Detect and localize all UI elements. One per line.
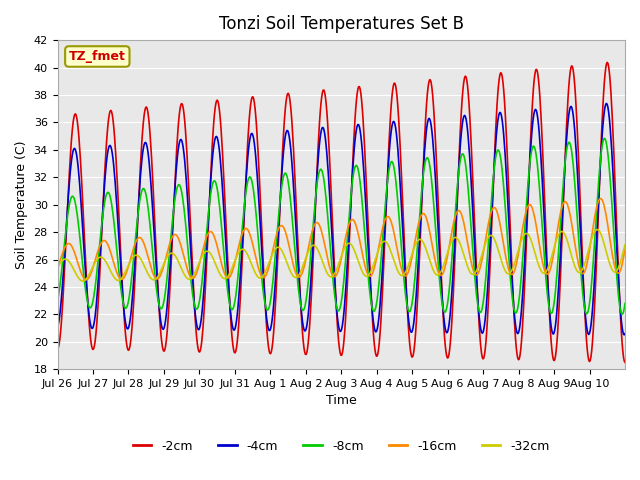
-4cm xyxy=(54,324,61,330)
-8cm xyxy=(120,303,128,309)
Line: -8cm: -8cm xyxy=(58,138,625,314)
-16cm xyxy=(54,266,61,272)
-32cm xyxy=(433,272,440,277)
Y-axis label: Soil Temperature (C): Soil Temperature (C) xyxy=(15,141,28,269)
-4cm xyxy=(603,100,611,106)
-4cm xyxy=(274,234,282,240)
-2cm xyxy=(400,228,408,233)
-32cm xyxy=(275,244,283,250)
-32cm xyxy=(593,227,601,232)
-16cm xyxy=(275,226,283,231)
-32cm xyxy=(121,270,129,276)
-2cm xyxy=(120,313,128,319)
-16cm xyxy=(83,277,90,283)
-4cm xyxy=(432,179,440,185)
-32cm xyxy=(253,273,261,279)
-2cm xyxy=(54,346,61,351)
-8cm xyxy=(253,216,260,222)
-2cm xyxy=(225,276,232,282)
-8cm xyxy=(621,300,629,306)
-2cm xyxy=(604,60,611,65)
-16cm xyxy=(433,263,440,269)
Text: TZ_fmet: TZ_fmet xyxy=(69,50,125,63)
-32cm xyxy=(401,271,408,277)
-16cm xyxy=(401,273,408,278)
X-axis label: Time: Time xyxy=(326,395,356,408)
Line: -2cm: -2cm xyxy=(58,62,625,362)
-16cm xyxy=(621,246,629,252)
-16cm xyxy=(253,261,261,266)
-8cm xyxy=(225,294,232,300)
-4cm xyxy=(253,164,260,169)
-4cm xyxy=(400,248,408,253)
-2cm xyxy=(253,124,260,130)
-32cm xyxy=(79,278,86,284)
-8cm xyxy=(600,135,608,141)
-8cm xyxy=(54,298,61,304)
-16cm xyxy=(596,196,604,202)
-2cm xyxy=(621,360,629,365)
-32cm xyxy=(621,242,629,248)
Line: -16cm: -16cm xyxy=(58,199,625,280)
-16cm xyxy=(121,273,129,279)
-2cm xyxy=(432,141,440,146)
-8cm xyxy=(274,220,282,226)
Title: Tonzi Soil Temperatures Set B: Tonzi Soil Temperatures Set B xyxy=(219,15,464,33)
-8cm xyxy=(400,275,408,280)
Legend: -2cm, -4cm, -8cm, -16cm, -32cm: -2cm, -4cm, -8cm, -16cm, -32cm xyxy=(128,435,555,458)
-32cm xyxy=(54,265,61,271)
-8cm xyxy=(432,226,440,232)
Line: -32cm: -32cm xyxy=(58,229,625,281)
-4cm xyxy=(120,309,128,314)
-2cm xyxy=(274,249,282,254)
Line: -4cm: -4cm xyxy=(58,103,625,335)
-8cm xyxy=(618,312,626,317)
-4cm xyxy=(621,331,629,336)
-4cm xyxy=(620,332,628,338)
-4cm xyxy=(225,283,232,289)
-32cm xyxy=(225,271,233,277)
-16cm xyxy=(225,275,233,280)
